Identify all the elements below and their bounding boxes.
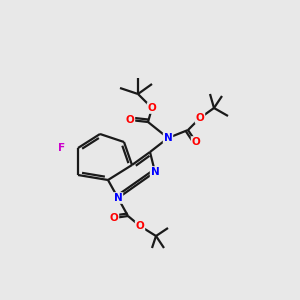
Text: O: O bbox=[126, 115, 134, 125]
Text: O: O bbox=[110, 213, 118, 223]
Text: N: N bbox=[164, 133, 172, 143]
Text: N: N bbox=[114, 193, 122, 203]
Text: O: O bbox=[196, 113, 204, 123]
Text: N: N bbox=[151, 167, 159, 177]
Text: F: F bbox=[58, 143, 66, 153]
Text: O: O bbox=[136, 221, 144, 231]
Text: O: O bbox=[192, 137, 200, 147]
Text: O: O bbox=[148, 103, 156, 113]
